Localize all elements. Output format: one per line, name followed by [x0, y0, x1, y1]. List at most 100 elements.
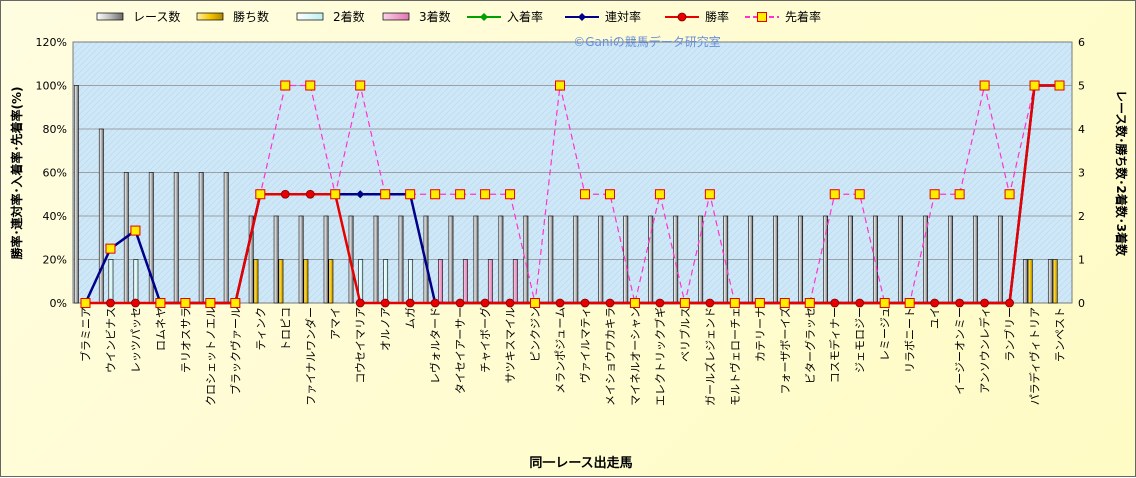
top2-rate-marker [356, 190, 365, 199]
third-count-bar [462, 259, 468, 304]
x-tick-label: ティンク [254, 307, 267, 350]
win-rate-marker [480, 298, 490, 308]
right-tick-label: 5 [1078, 80, 1085, 93]
x-tick-label: アンソウンレディ [978, 307, 992, 394]
ahead-rate-marker [280, 80, 291, 91]
ahead-rate-marker [829, 189, 840, 200]
ahead-rate-marker [480, 189, 491, 200]
ahead-rate-marker [255, 189, 266, 200]
x-tick-label: メイショウワカキラ [604, 307, 617, 406]
x-tick-label: モルトヴェローチェ [728, 307, 742, 406]
race-count-bar [98, 128, 104, 304]
ahead-rate-marker [355, 80, 366, 91]
legend-swatch [296, 12, 324, 21]
legend-item-races: レース数 [96, 9, 180, 24]
race-count-bar [248, 215, 254, 304]
ahead-rate-marker [155, 298, 166, 308]
legend-swatch [382, 12, 410, 21]
win-rate-marker [280, 189, 290, 199]
legend-item-ahead-rate: 先着率 [745, 9, 821, 24]
legend-item-top2-rate: 連対率 [565, 9, 641, 24]
x-tick-label: アマイ [329, 307, 342, 340]
legend-item-second: 2着数 [296, 9, 365, 24]
x-tick-label: パラディヴィトリア [1028, 307, 1042, 405]
win-rate-marker [655, 298, 665, 308]
ahead-rate-marker [579, 189, 590, 200]
left-tick-label: 40% [43, 210, 67, 223]
race-count-bar [573, 215, 579, 304]
legend-marker [578, 13, 586, 21]
right-axis: 0 1 2 3 4 5 6 [1078, 36, 1085, 310]
ahead-rate-marker [704, 189, 715, 200]
x-tick-label: クロシェットノエル [204, 307, 217, 406]
race-count-bar [973, 215, 978, 304]
x-tick-label: サツキスマイル [504, 307, 517, 383]
win-rate-marker [605, 298, 615, 308]
legend-label: 連対率 [605, 9, 641, 24]
left-tick-label: 120% [36, 36, 67, 49]
x-tick-label: イージーオンミー [954, 307, 967, 395]
x-tick-label: レヴォルタード [428, 307, 442, 384]
x-tick-label: レッツパッセ [129, 307, 142, 373]
ahead-rate-marker [205, 298, 216, 308]
left-tick-label: 20% [43, 254, 67, 267]
race-count-bar [323, 215, 329, 304]
race-count-bar [498, 215, 504, 304]
second-count-bar [383, 259, 389, 304]
ahead-rate-marker [105, 243, 116, 254]
race-count-bar [798, 215, 804, 304]
ahead-rate-marker [854, 189, 865, 200]
left-tick-label: 0% [50, 297, 67, 310]
x-tick-label: ユイ [929, 307, 942, 329]
line-series [80, 80, 1065, 308]
ahead-rate-marker [1029, 80, 1040, 91]
win-rate-marker [380, 298, 390, 308]
ahead-rate-marker [455, 189, 466, 200]
x-tick-label: ビターグラッセ [803, 307, 817, 384]
legend-label: 勝率 [705, 9, 729, 24]
ahead-rate-marker [979, 80, 990, 91]
x-tick-label: コスモディナー [828, 307, 842, 383]
win-rate-marker [955, 298, 965, 308]
y-axis-title-left: 勝率･連対率･入着率･先着率(%) [9, 87, 24, 260]
legend-swatch [96, 12, 124, 21]
x-tick-label: ブラックヴァール [228, 307, 242, 395]
second-count-bar [133, 259, 139, 304]
ahead-rate-marker [430, 189, 441, 200]
x-tick-label: コウセイマリア [354, 307, 367, 384]
legend-marker [677, 12, 687, 22]
second-count-bar [108, 259, 114, 304]
ahead-rate-marker [330, 189, 341, 200]
race-count-bar [673, 215, 679, 304]
x-tick-label: ジェモロジー [854, 307, 867, 373]
right-tick-label: 0 [1078, 297, 1085, 310]
third-count-bar [512, 259, 518, 304]
ahead-rate-marker [530, 298, 541, 308]
race-count-bar [73, 85, 79, 304]
win-rate-marker [505, 298, 515, 308]
win-count-bar [328, 259, 334, 304]
race-count-bar [923, 215, 928, 304]
ahead-rate-marker [405, 189, 416, 200]
x-tick-label: ムガ [404, 307, 417, 329]
race-count-bar [698, 215, 704, 304]
ahead-rate-marker [604, 189, 615, 200]
win-count-bar [278, 259, 284, 304]
race-count-bar [523, 215, 529, 304]
ahead-rate-marker [180, 298, 191, 308]
win-rate-marker [405, 298, 415, 308]
x-tick-label: タイセイアーサー [454, 307, 467, 394]
ahead-rate-marker [1054, 80, 1065, 91]
x-tick-label: ピンクジン [529, 307, 542, 362]
ahead-rate-marker [729, 298, 740, 308]
win-rate-marker [305, 189, 315, 199]
legend-label: 勝ち数 [233, 9, 269, 24]
race-count-bar [473, 215, 479, 304]
ahead-rate-marker [1004, 189, 1015, 200]
ahead-rate-marker [929, 189, 940, 200]
win-rate-marker [555, 298, 565, 308]
x-axis-title: 同一レース出走馬 [529, 455, 632, 471]
race-count-bar [723, 215, 729, 304]
x-tick-label: エレクトリックブギ [653, 307, 667, 406]
win-count-bar [1027, 259, 1033, 304]
